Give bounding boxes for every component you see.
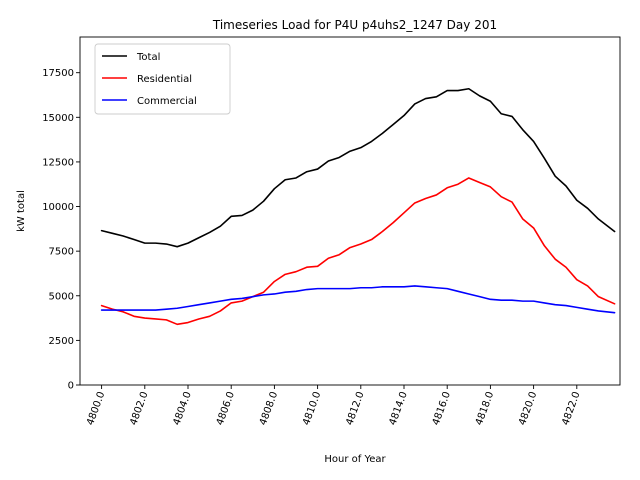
y-tick-label: 0 (68, 381, 74, 392)
series-line-commercial (100, 285, 616, 314)
chart-title: Timeseries Load for P4U p4uhs2_1247 Day … (212, 18, 497, 32)
y-tick-label: 15000 (42, 113, 74, 124)
y-tick-label: 12500 (42, 157, 74, 168)
y-tick-label: 10000 (42, 202, 74, 213)
series-line-residential (100, 177, 616, 326)
series-line-total (100, 87, 616, 248)
legend: Total Residential Commercial (94, 43, 231, 115)
legend-label-total: Total (136, 52, 160, 63)
legend-label-residential: Residential (137, 74, 192, 85)
y-tick-label: 2500 (49, 336, 74, 347)
y-tick-label: 5000 (49, 291, 74, 302)
x-axis-title: Hour of Year (324, 454, 386, 465)
y-tick-label: 7500 (49, 247, 74, 258)
y-axis-title: kW total (16, 190, 27, 232)
y-tick-label: 17500 (42, 68, 74, 79)
axes-frame (79, 36, 621, 386)
legend-box (94, 43, 231, 115)
legend-label-commercial: Commercial (137, 96, 197, 107)
